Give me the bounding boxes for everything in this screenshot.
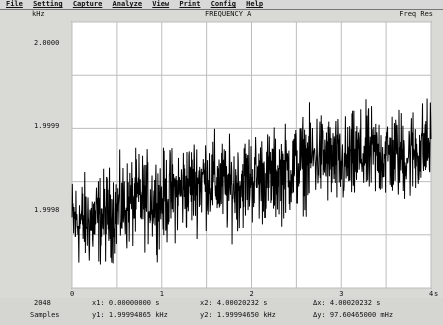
x-tick-label: 4 — [429, 290, 433, 298]
x-tick-label: 0 — [70, 290, 74, 298]
y-tick-label: 1.9998 — [34, 206, 59, 214]
x-tick-label: 3 — [339, 290, 343, 298]
trace-lines — [71, 98, 432, 265]
cursor-x2: x2: 4.00020232 s — [200, 299, 268, 307]
cursor-y2: y2: 1.99994650 kHz — [200, 311, 276, 319]
sample-label: Samples — [30, 311, 60, 319]
cursor-x1: x1: 0.00000000 s — [92, 299, 160, 307]
y-tick-label: 1.9999 — [34, 122, 59, 130]
x-tick-label: 1 — [160, 290, 164, 298]
status-bar: 2048 Samples x1: 0.00000000 s y1: 1.9999… — [0, 298, 443, 325]
cursor-dx: Δx: 4.00020232 s — [313, 299, 381, 307]
y-tick-labels: 2.0000 1.9999 1.9998 — [34, 39, 59, 214]
cursor-y1: y1: 1.99994865 kHz — [92, 311, 168, 319]
x-tick-label: 2 — [250, 290, 254, 298]
sample-count: 2048 — [34, 299, 51, 307]
cursor-dy: Δy: 97.60465000 mHz — [313, 311, 394, 319]
frequency-trace — [71, 98, 432, 265]
y-tick-label: 2.0000 — [34, 39, 59, 47]
x-axis-unit: s — [434, 290, 438, 298]
